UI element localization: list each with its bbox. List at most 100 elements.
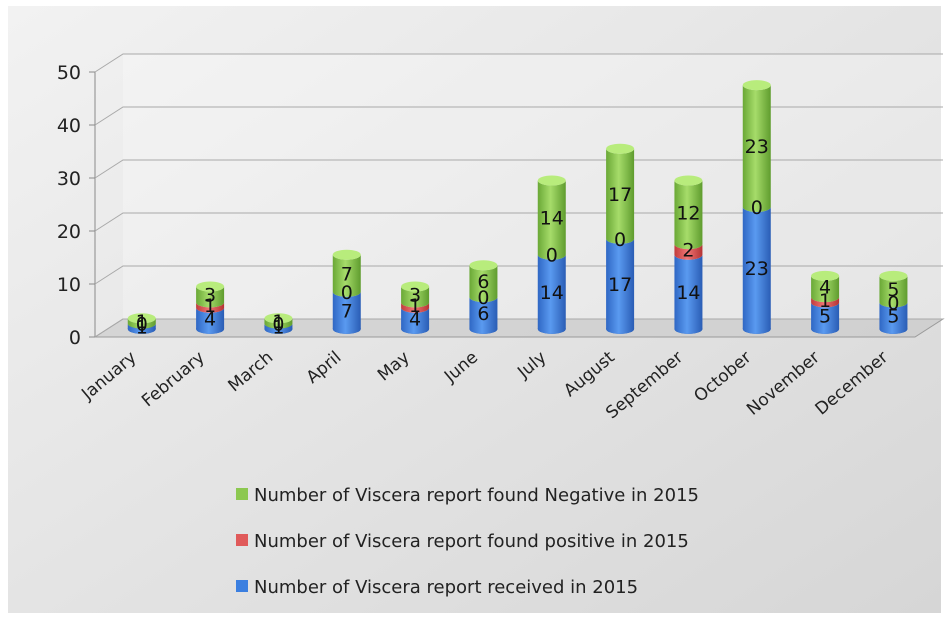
data-label: 6 (477, 271, 489, 293)
data-label: 23 (745, 258, 769, 280)
bar-top (469, 260, 498, 271)
bar-segment (674, 244, 703, 260)
bar-stack-july: 14 0 14 (537, 175, 566, 334)
data-label: 1 (272, 311, 284, 333)
data-label: 5 (887, 306, 899, 328)
bar-stack-may: 413 (401, 281, 430, 334)
bar-top (606, 143, 635, 154)
gridline (94, 159, 943, 179)
bar-stack-october: 23 0 23 (742, 80, 771, 334)
data-label: 5 (887, 279, 899, 301)
gridline (94, 212, 943, 232)
bar-top (879, 270, 908, 281)
data-label: 1 (204, 295, 216, 317)
bar-segment (264, 318, 293, 329)
bar-top (674, 175, 703, 186)
legend-label: Number of Viscera report received in 201… (254, 577, 638, 598)
data-label: 17 (608, 184, 632, 206)
bar-top (401, 281, 430, 292)
y-tick-label: 50 (57, 62, 81, 84)
bar-segment (401, 286, 430, 308)
data-label: 0 (477, 287, 489, 309)
bar-segment (469, 265, 498, 303)
data-label: 6 (477, 303, 489, 325)
bar-stack-april: 707 (332, 249, 361, 334)
data-label: 17 (608, 274, 632, 296)
bar-segment (742, 207, 771, 334)
y-tick-label: 0 (69, 327, 81, 349)
bar-stack-march: 101 (264, 311, 293, 338)
y-tick-label: 40 (57, 115, 81, 137)
bar-stack-june: 606 (469, 260, 498, 334)
data-label: 1 (819, 290, 831, 312)
data-label: 0 (751, 197, 763, 219)
data-label: 4 (819, 277, 831, 299)
data-label: 12 (676, 202, 700, 224)
gridline (94, 53, 943, 73)
data-label: 7 (341, 263, 353, 285)
gridline (94, 318, 943, 338)
data-label: 23 (745, 136, 769, 158)
data-label: 4 (204, 308, 216, 330)
bar-segment (811, 275, 840, 303)
data-label: 3 (204, 284, 216, 306)
bar-top (537, 175, 566, 186)
bar-segment (401, 307, 430, 334)
bar-top (127, 313, 156, 324)
bar-segment (127, 323, 156, 334)
bar-stack-november: 514 (811, 270, 840, 334)
bar-segment (401, 302, 430, 313)
bar-top (332, 249, 361, 260)
data-label: 5 (819, 306, 831, 328)
legend-item: Number of Viscera report received in 201… (236, 577, 638, 598)
data-label: 0 (136, 314, 148, 336)
bar-stack-august: 17 0 17 (606, 143, 635, 334)
data-label: 14 (676, 282, 700, 304)
legend-item: Number of Viscera report found positive … (236, 531, 689, 552)
legend-item: Number of Viscera report found Negative … (236, 485, 699, 506)
data-label: 2 (682, 239, 694, 261)
data-label: 14 (540, 282, 564, 304)
bar-segment (196, 302, 225, 313)
bar-segment (674, 254, 703, 334)
bar-segment (879, 302, 908, 334)
bar-segment (332, 254, 361, 297)
bar-segment (264, 323, 293, 334)
bar-segment (332, 291, 361, 334)
data-label: 4 (409, 308, 421, 330)
legend-swatch (236, 488, 248, 500)
bar-segment (469, 297, 498, 334)
data-label: 0 (546, 245, 558, 267)
y-tick-label: 10 (57, 274, 81, 296)
bar-stack-september: 14 2 12 (674, 175, 703, 334)
bar-top (264, 313, 293, 324)
bar-segment (606, 148, 635, 244)
data-label: 1 (136, 311, 148, 333)
data-label: 0 (887, 292, 899, 314)
back-wall (123, 54, 943, 319)
bar-stack-december: 505 (879, 270, 908, 334)
data-label: 7 (341, 300, 353, 322)
bar-segment (196, 307, 225, 334)
legend-label: Number of Viscera report found positive … (254, 531, 689, 552)
bar-stack-february: 413 (196, 281, 225, 334)
bar-top (811, 270, 840, 281)
bar-top (196, 281, 225, 292)
bar-segment (879, 275, 908, 308)
data-label: 0 (341, 282, 353, 304)
y-tick-label: 30 (57, 168, 81, 190)
bar-stack-january: 101 (127, 311, 156, 338)
gridline (94, 265, 943, 285)
data-label: 1 (272, 316, 284, 338)
bar-segment (742, 85, 771, 212)
data-label: 1 (136, 316, 148, 338)
data-label: 14 (540, 208, 564, 230)
gridlines (89, 53, 943, 338)
data-label: 3 (409, 284, 421, 306)
data-label: 0 (614, 229, 626, 251)
legend: Number of Viscera report found Negative … (236, 485, 699, 598)
bar-segment (811, 297, 840, 308)
